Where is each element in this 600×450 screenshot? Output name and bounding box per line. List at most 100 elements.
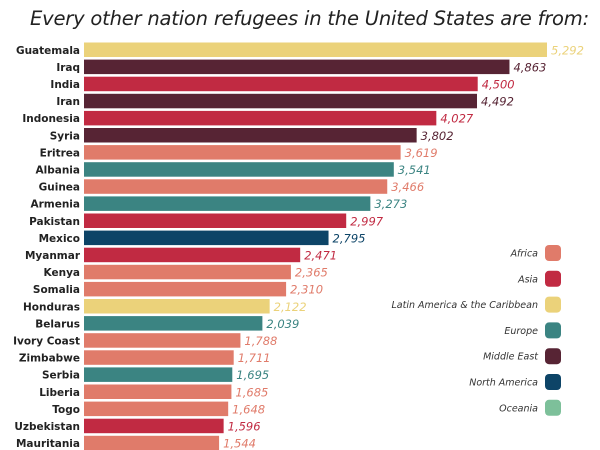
category-label: Guatemala [16, 45, 80, 57]
value-label: 4,027 [440, 112, 474, 126]
category-label: Zimbabwe [19, 353, 80, 365]
bar-row: Indonesia 4,027 [22, 110, 474, 126]
bar-row: Honduras 2,122 [23, 299, 307, 314]
legend-swatch [545, 296, 561, 313]
value-label: 5,292 [551, 43, 584, 57]
category-label: Guinea [39, 182, 80, 194]
chart-title: Every other nation refugees in the Unite… [30, 7, 589, 30]
bar [84, 247, 301, 263]
bar [84, 264, 291, 280]
legend-label: Oceania [499, 403, 538, 414]
bar [84, 196, 371, 211]
bar [84, 230, 329, 246]
legend-item: Asia [517, 270, 561, 287]
legend-swatch [545, 399, 561, 416]
bar-row: Albania 3,541 [36, 162, 431, 177]
category-label: Armenia [30, 199, 80, 211]
bar-row: Guinea 3,466 [39, 179, 424, 194]
bar-row: Zimbabwe 1,711 [19, 350, 271, 365]
value-label: 1,788 [244, 334, 277, 348]
category-label: Pakistan [29, 216, 80, 228]
bar [84, 213, 347, 228]
bar [84, 110, 437, 126]
bar-row: Serbia 1,695 [42, 367, 269, 382]
value-label: 3,802 [421, 129, 454, 143]
bar-row: Uzbekistan 1,596 [14, 418, 261, 434]
category-label: Liberia [39, 387, 80, 399]
legend-item: North America [469, 374, 561, 390]
legend-label: Latin America & the Caribbean [391, 300, 538, 311]
bar [84, 76, 478, 92]
bar [84, 350, 234, 365]
legend-label: Africa [510, 249, 539, 260]
category-label: India [50, 79, 80, 91]
bar-row: Belarus 2,039 [35, 316, 299, 331]
bar-row: Ivory Coast 1,788 [13, 333, 277, 348]
value-label: 3,466 [391, 180, 424, 194]
bar-row: Syria 3,802 [50, 128, 454, 143]
legend-swatch [545, 322, 561, 339]
bar-row: Mauritania 1,544 [16, 435, 256, 450]
value-label: 4,500 [482, 77, 515, 91]
category-label: Mauritania [16, 438, 80, 450]
legend-label: Asia [517, 274, 538, 285]
bar-row: Pakistan 2,997 [29, 213, 384, 228]
category-label: Togo [52, 404, 80, 416]
category-label: Somalia [33, 284, 80, 296]
legend-swatch [545, 245, 561, 261]
bar [84, 145, 401, 160]
value-label: 3,273 [374, 197, 407, 211]
category-label: Honduras [23, 301, 80, 313]
legend-label: North America [469, 378, 538, 389]
bar [84, 42, 547, 57]
legend-swatch [545, 374, 561, 390]
category-label: Syria [50, 130, 80, 142]
value-label: 2,039 [266, 317, 299, 331]
category-label: Myanmar [25, 250, 81, 262]
value-label: 2,365 [295, 266, 328, 280]
category-label: Albania [36, 164, 81, 176]
bar [84, 418, 224, 434]
value-label: 2,122 [274, 300, 307, 314]
value-label: 3,541 [398, 163, 431, 177]
bar [84, 59, 510, 75]
bar [84, 316, 263, 331]
category-label: Mexico [39, 233, 80, 245]
bar-row: Togo 1,648 [52, 401, 265, 417]
legend-item: Africa [510, 245, 561, 261]
value-label: 1,544 [223, 437, 256, 450]
bar-row: Mexico 2,795 [39, 230, 365, 246]
legend-label: Middle East [483, 352, 539, 363]
bar [84, 401, 229, 417]
category-label: Serbia [42, 370, 80, 382]
bar-row: Eritrea 3,619 [40, 145, 438, 160]
bar [84, 367, 233, 382]
category-label: Uzbekistan [14, 421, 80, 433]
category-label: Kenya [44, 267, 80, 279]
category-label: Belarus [35, 318, 80, 330]
bar [84, 93, 478, 109]
category-label: Eritrea [40, 147, 80, 159]
legend-item: Middle East [483, 348, 561, 365]
value-label: 1,685 [235, 385, 268, 399]
legend-item: Latin America & the Caribbean [391, 296, 561, 313]
bar [84, 299, 270, 314]
bar-row: Liberia 1,685 [39, 384, 268, 399]
value-label: 1,596 [228, 419, 261, 433]
bar [84, 128, 417, 143]
category-label: Iraq [56, 62, 80, 74]
legend-label: Europe [504, 326, 538, 337]
bar-row: Myanmar 2,471 [25, 247, 337, 263]
bar [84, 333, 241, 348]
bar-row: Kenya 2,365 [44, 264, 328, 280]
bar-row: Iraq 4,863 [56, 59, 546, 75]
category-label: Iran [56, 96, 80, 108]
bar [84, 435, 220, 450]
value-label: 1,711 [238, 351, 271, 365]
category-label: Indonesia [22, 113, 80, 125]
value-label: 2,997 [350, 214, 384, 228]
legend-swatch [545, 270, 561, 287]
value-label: 1,648 [232, 402, 265, 416]
bar [84, 281, 287, 297]
